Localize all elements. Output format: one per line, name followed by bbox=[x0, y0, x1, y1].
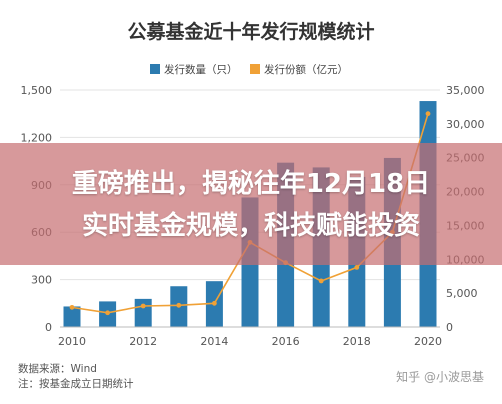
chart-title: 公募基金近十年发行规模统计 bbox=[127, 20, 374, 43]
y-right-tick-label: 0 bbox=[446, 321, 453, 334]
point-share bbox=[425, 111, 431, 117]
bar-count bbox=[134, 298, 152, 327]
date-note: 注：按基金成立日期统计 bbox=[18, 378, 134, 390]
x-tick-label: 2010 bbox=[58, 335, 86, 348]
headline-line-1: 重磅推出，揭秘往年12月18日 bbox=[71, 169, 431, 199]
x-tick-label: 2014 bbox=[200, 335, 228, 348]
source-note: 数据来源：Wind bbox=[18, 363, 97, 375]
watermark: 知乎 @小波思基 bbox=[396, 370, 484, 384]
x-tick-label: 2016 bbox=[272, 335, 300, 348]
legend-swatch-count bbox=[150, 64, 160, 74]
point-share bbox=[176, 302, 182, 308]
point-share bbox=[105, 310, 110, 316]
y-right-tick-label: 5,000 bbox=[446, 287, 478, 300]
headline-banner: 重磅推出，揭秘往年12月18日 实时基金规模，科技赋能投资 bbox=[0, 143, 502, 265]
legend: 发行数量（只） 发行份额（亿元） bbox=[150, 63, 348, 76]
point-share bbox=[212, 300, 217, 306]
bar-count bbox=[63, 306, 81, 327]
y-left-tick-label: 300 bbox=[31, 274, 52, 287]
headline-line-2: 实时基金规模，科技赋能投资 bbox=[81, 211, 420, 241]
y-left-tick-label: 1,500 bbox=[21, 84, 53, 97]
legend-swatch-share bbox=[250, 64, 260, 74]
y-left-tick-label: 0 bbox=[45, 321, 52, 334]
y-right-tick-label: 35,000 bbox=[446, 84, 485, 97]
x-tick-label: 2020 bbox=[414, 335, 442, 348]
x-tick-label: 2012 bbox=[129, 335, 157, 348]
point-share bbox=[318, 278, 324, 284]
x-tick-label: 2018 bbox=[343, 335, 371, 348]
y-left-tick-label: 1,200 bbox=[21, 131, 53, 144]
y-right-tick-label: 30,000 bbox=[446, 118, 485, 131]
point-share bbox=[69, 304, 75, 310]
legend-label-count: 发行数量（只） bbox=[164, 63, 238, 76]
point-share bbox=[354, 265, 360, 270]
legend-label-share: 发行份额（亿元） bbox=[264, 63, 348, 76]
point-share bbox=[140, 303, 146, 309]
